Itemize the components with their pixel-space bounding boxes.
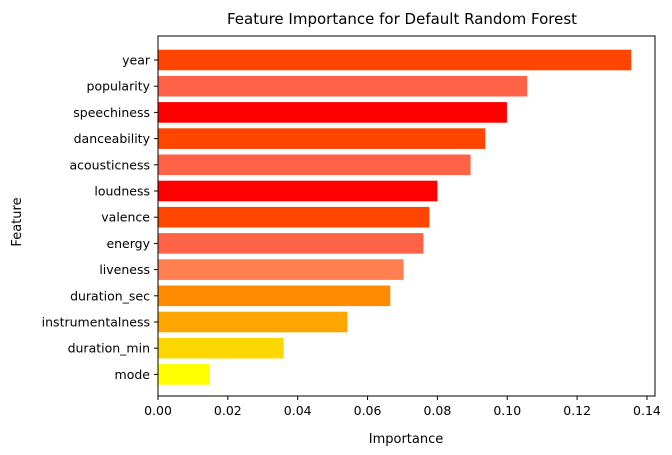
y-tick-label-speechiness: speechiness [73,105,150,120]
x-tick-label: 0.02 [214,403,242,418]
y-tick-label-energy: energy [106,236,150,251]
bar-loudness [158,180,438,202]
bars-group [158,49,632,385]
bar-acousticness [158,154,471,176]
x-tick-label: 0.08 [423,403,451,418]
x-axis-ticks: 0.00 0.02 0.04 0.06 0.08 0.10 0.12 0.14 [144,396,661,418]
y-tick-label-duration_sec: duration_sec [70,288,150,303]
y-tick-label-mode: mode [115,367,151,382]
y-tick-label-danceability: danceability [74,131,151,146]
bar-year [158,49,632,71]
x-tick-label: 0.00 [144,403,172,418]
plot-frame [157,35,656,397]
y-tick-label-acousticness: acousticness [70,157,151,172]
bar-instrumentalness [158,311,348,333]
y-tick-label-liveness: liveness [99,262,150,277]
bar-energy [158,233,424,254]
bar-popularity [158,75,528,97]
bar-valence [158,206,430,228]
bar-mode [158,364,210,385]
y-tick-label-instrumentalness: instrumentalness [42,315,150,330]
x-tick-label: 0.10 [493,403,521,418]
x-tick-label: 0.12 [563,403,591,418]
y-tick-label-popularity: popularity [87,79,151,94]
bar-duration_min [158,337,284,359]
y-tick-label-valence: valence [101,210,150,225]
chart-title: Feature Importance for Default Random Fo… [227,10,577,28]
y-tick-label-duration_min: duration_min [68,341,150,356]
y-tick-label-year: year [122,53,151,68]
x-tick-label: 0.04 [284,403,312,418]
y-tick-label-loudness: loudness [94,184,150,199]
x-tick-label: 0.06 [354,403,382,418]
y-axis-label: Feature [10,197,25,246]
bar-danceability [158,128,486,149]
bar-liveness [158,259,404,280]
bar-speechiness [158,102,507,123]
bar-duration_sec [158,285,391,307]
x-axis-label: Importance [369,432,444,447]
y-axis-ticks: year popularity speechiness danceability aco… [42,53,158,382]
x-tick-label: 0.14 [633,403,661,418]
